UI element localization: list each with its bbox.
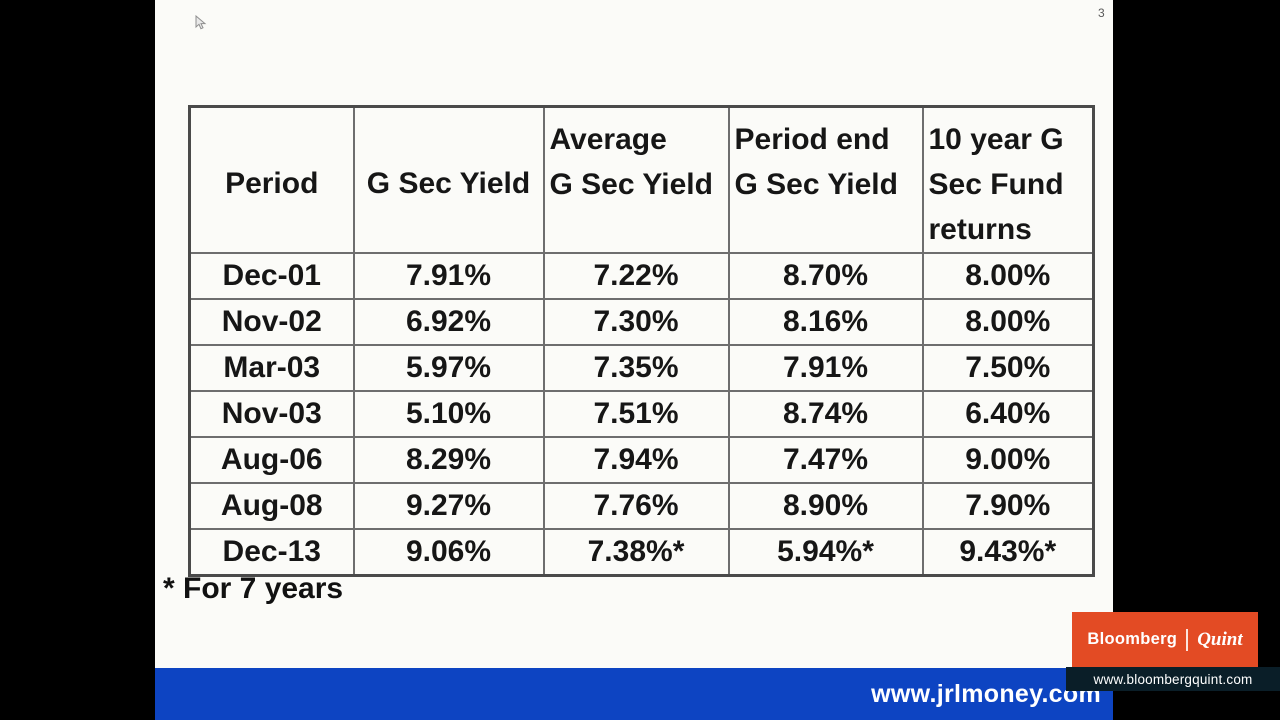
cell-period-end-yield: 8.90% [727,482,924,530]
table-row: Dec-13 9.06% 7.38%* 5.94%* 9.43%* [188,528,1095,576]
table-header-row: Period G Sec Yield Average G Sec Yield P… [188,105,1095,254]
table-row: Aug-06 8.29% 7.94% 7.47% 9.00% [188,436,1095,484]
cell-period-end-yield: 5.94%* [727,528,924,576]
cell-period-end-yield: 8.70% [727,252,924,300]
table-row: Nov-02 6.92% 7.30% 8.16% 8.00% [188,298,1095,346]
cell-period: Aug-08 [188,482,355,530]
gsec-yield-table: Period G Sec Yield Average G Sec Yield P… [188,105,1095,577]
cell-period-end-yield: 7.91% [727,344,924,392]
quint-logo-text: Quint [1197,628,1243,650]
bloomberg-logo-text: Bloomberg [1087,630,1178,648]
bloombergquint-url-text: www.bloombergquint.com [1093,671,1253,687]
cell-g-sec-yield: 9.06% [352,528,545,576]
cell-g-sec-yield: 6.92% [352,298,545,346]
slide-canvas: 3 Period G Sec Yield Average G Sec Yield [155,0,1113,668]
cell-avg-g-sec-yield: 7.35% [542,344,730,392]
cell-period: Nov-03 [188,390,355,438]
cell-avg-g-sec-yield: 7.76% [542,482,730,530]
table-row: Nov-03 5.10% 7.51% 8.74% 6.40% [188,390,1095,438]
header-period-end-g-sec-yield: Period end G Sec Yield [727,105,924,254]
logo-divider [1186,628,1189,651]
cell-g-sec-yield: 8.29% [352,436,545,484]
cell-avg-g-sec-yield: 7.22% [542,252,730,300]
cell-avg-g-sec-yield: 7.30% [542,298,730,346]
cell-period: Dec-01 [188,252,355,300]
cell-fund-returns: 9.00% [921,436,1095,484]
cell-g-sec-yield: 5.97% [352,344,545,392]
cell-g-sec-yield: 9.27% [352,482,545,530]
header-period: Period [188,105,355,254]
cell-period-end-yield: 8.16% [727,298,924,346]
cell-avg-g-sec-yield: 7.51% [542,390,730,438]
bloomberg-quint-logo: Bloomberg Quint [1072,612,1258,667]
cell-avg-g-sec-yield: 7.38%* [542,528,730,576]
page-number: 3 [1098,6,1105,20]
table-row: Aug-08 9.27% 7.76% 8.90% 7.90% [188,482,1095,530]
cell-fund-returns: 8.00% [921,252,1095,300]
cell-g-sec-yield: 5.10% [352,390,545,438]
cell-period-end-yield: 8.74% [727,390,924,438]
cell-period-end-yield: 7.47% [727,436,924,484]
table-row: Dec-01 7.91% 7.22% 8.70% 8.00% [188,252,1095,300]
bloombergquint-url-strip: www.bloombergquint.com [1066,667,1280,691]
mouse-cursor-icon [195,15,207,30]
header-g-sec-yield: G Sec Yield [352,105,545,254]
footnote: * For 7 years [163,572,344,605]
cell-period: Nov-02 [188,298,355,346]
cell-avg-g-sec-yield: 7.94% [542,436,730,484]
cell-fund-returns: 6.40% [921,390,1095,438]
cell-g-sec-yield: 7.91% [352,252,545,300]
jrl-url-bar: www.jrlmoney.com [155,668,1113,720]
jrl-url-text: www.jrlmoney.com [871,679,1101,708]
cell-period: Aug-06 [188,436,355,484]
header-10-year-fund-returns: 10 year G Sec Fund returns [921,105,1095,254]
header-average-g-sec-yield: Average G Sec Yield [542,105,730,254]
cell-period: Dec-13 [188,528,355,576]
cell-fund-returns: 7.90% [921,482,1095,530]
cell-fund-returns: 8.00% [921,298,1095,346]
cell-fund-returns: 9.43%* [921,528,1095,576]
cell-period: Mar-03 [188,344,355,392]
cell-fund-returns: 7.50% [921,344,1095,392]
table-row: Mar-03 5.97% 7.35% 7.91% 7.50% [188,344,1095,392]
